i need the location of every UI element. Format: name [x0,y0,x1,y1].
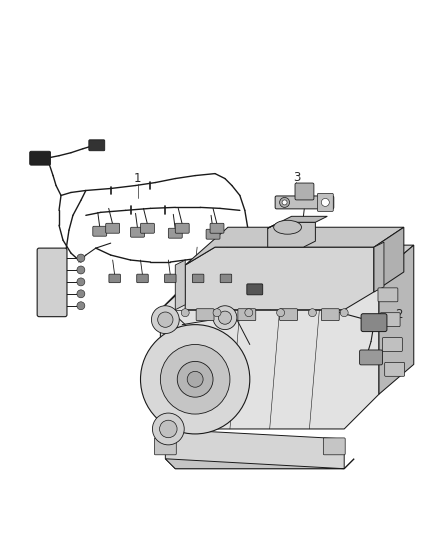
FancyBboxPatch shape [165,274,176,282]
Polygon shape [379,245,414,394]
Circle shape [159,420,177,438]
FancyBboxPatch shape [318,193,333,212]
FancyBboxPatch shape [361,314,387,332]
Circle shape [340,309,348,317]
FancyBboxPatch shape [168,228,182,238]
FancyBboxPatch shape [247,284,263,295]
Polygon shape [268,216,327,228]
Polygon shape [160,245,414,310]
FancyBboxPatch shape [238,309,256,321]
Polygon shape [185,227,404,265]
FancyBboxPatch shape [220,274,232,282]
Circle shape [77,278,85,286]
FancyBboxPatch shape [295,183,314,200]
Circle shape [181,309,189,317]
Polygon shape [374,227,404,292]
Circle shape [77,266,85,274]
FancyBboxPatch shape [175,223,189,233]
FancyBboxPatch shape [106,223,120,233]
FancyBboxPatch shape [321,309,339,321]
Circle shape [213,309,221,317]
FancyBboxPatch shape [206,229,220,239]
Circle shape [245,309,253,317]
Circle shape [213,306,237,329]
FancyBboxPatch shape [37,248,67,317]
FancyBboxPatch shape [30,151,50,165]
Circle shape [77,302,85,310]
Circle shape [77,254,85,262]
Circle shape [158,312,173,327]
FancyBboxPatch shape [137,274,148,282]
FancyBboxPatch shape [360,350,382,365]
FancyBboxPatch shape [275,196,334,209]
FancyBboxPatch shape [378,288,398,302]
FancyBboxPatch shape [323,438,345,455]
Ellipse shape [274,220,301,234]
FancyBboxPatch shape [155,438,176,455]
FancyBboxPatch shape [89,140,105,151]
Polygon shape [160,275,379,429]
FancyBboxPatch shape [210,223,224,233]
Text: 3: 3 [293,171,300,184]
Polygon shape [175,260,185,310]
Circle shape [177,361,213,397]
Polygon shape [160,429,344,469]
Circle shape [160,344,230,414]
FancyBboxPatch shape [192,274,204,282]
Circle shape [277,309,285,317]
Polygon shape [185,247,374,310]
FancyBboxPatch shape [385,362,405,376]
Circle shape [77,290,85,298]
Circle shape [279,197,290,207]
Circle shape [152,413,184,445]
Circle shape [187,372,203,387]
FancyBboxPatch shape [196,309,214,321]
Polygon shape [268,222,315,247]
Circle shape [152,306,179,334]
Circle shape [219,311,232,324]
Circle shape [308,309,316,317]
Circle shape [321,198,329,206]
FancyBboxPatch shape [93,226,107,236]
FancyBboxPatch shape [380,313,400,327]
FancyBboxPatch shape [279,309,297,321]
Polygon shape [165,459,354,469]
FancyBboxPatch shape [382,337,403,351]
FancyBboxPatch shape [109,274,120,282]
Circle shape [282,200,287,205]
Polygon shape [374,242,384,292]
FancyBboxPatch shape [141,223,155,233]
Circle shape [141,325,250,434]
Text: 2: 2 [395,308,403,321]
FancyBboxPatch shape [131,227,145,237]
Text: 1: 1 [134,172,141,185]
